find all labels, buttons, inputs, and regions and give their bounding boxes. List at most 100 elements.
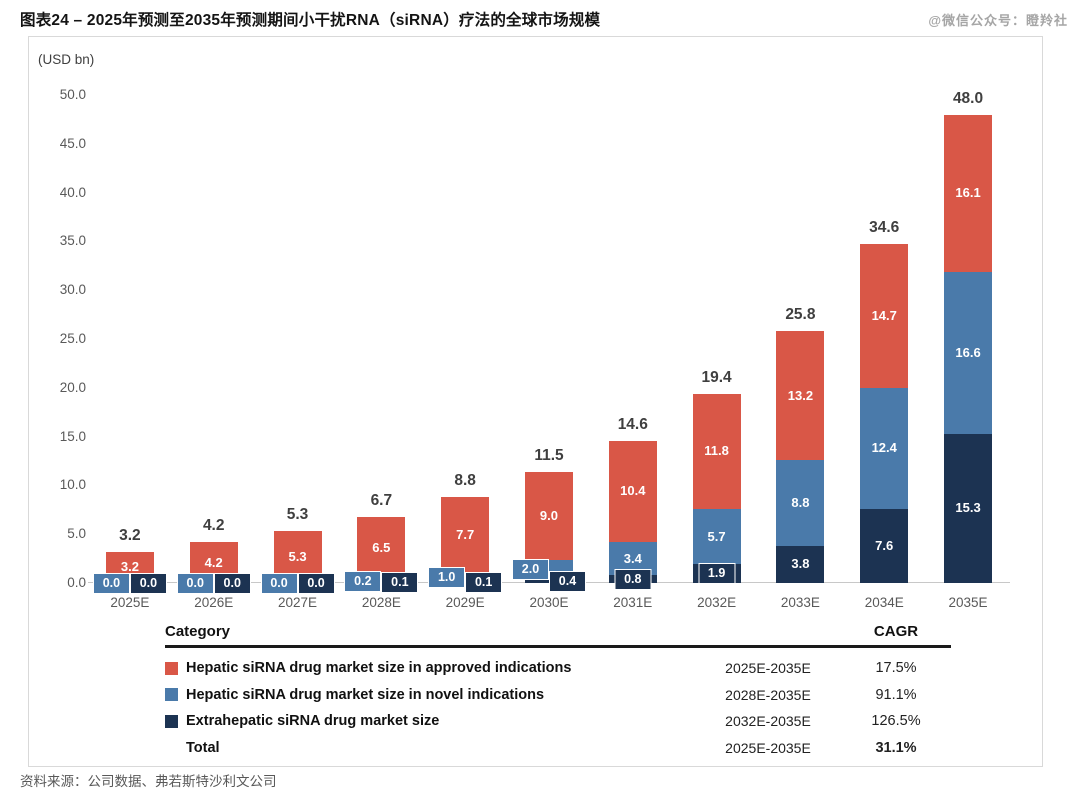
- segment-value-callout: 1.0: [428, 566, 466, 588]
- bar-total-label: 25.8: [785, 306, 816, 324]
- x-axis-category-label: 2026E: [194, 595, 234, 610]
- legend-cagr-value: 17.5%: [875, 660, 917, 677]
- legend-cagr-value: 91.1%: [875, 686, 917, 703]
- legend-row: Hepatic siRNA drug market size in novel …: [165, 682, 951, 709]
- segment-value-callout: 1.9: [698, 563, 736, 585]
- stacked-bar-2035E: 16.1 16.6 15.3: [944, 114, 993, 583]
- segment-2028E-series0: [357, 516, 406, 581]
- legend-period: 2025E-2035E: [725, 739, 811, 756]
- figure-title: 图表24 – 2025年预测至2035年预测期间小干扰RNA（siRNA）疗法的…: [20, 12, 601, 29]
- segment-value-label: 7.7: [456, 526, 475, 542]
- segment-value-label: 5.7: [707, 528, 726, 544]
- y-axis-tick-label: 0.0: [67, 575, 86, 590]
- segment-value-label: 3.2: [120, 559, 139, 575]
- segment-2034E-series2: [860, 508, 909, 583]
- segment-value-callout: 0.0: [176, 572, 214, 594]
- segment-2030E-series0: [524, 471, 573, 560]
- bar-group-2025E: 0.0 0.0 3.2 2025E 3.2: [88, 95, 172, 610]
- bar-total-label: 34.6: [869, 219, 900, 237]
- segment-2034E-series1: [860, 387, 909, 509]
- legend-period: 2025E-2035E: [725, 660, 811, 677]
- bar-group-2035E: 48.0 2035E 16.1 16.6 15.3: [926, 90, 1010, 610]
- segment-value-callout: 0.2: [344, 570, 382, 592]
- segment-value-label: 11.8: [704, 443, 729, 459]
- segment-2033E-series2: [776, 545, 825, 583]
- y-axis-tick-label: 5.0: [67, 526, 86, 542]
- x-axis-category-label: 2031E: [613, 595, 653, 610]
- legend-rows: Hepatic siRNA drug market size in approv…: [165, 655, 951, 761]
- y-axis-unit-label: (USD bn): [38, 52, 95, 67]
- segment-value-callout: 0.0: [213, 572, 251, 594]
- bar-total-label: 4.2: [202, 517, 225, 535]
- bar-total-label: 8.8: [454, 472, 476, 490]
- x-axis-category-label: 2030E: [529, 595, 569, 610]
- x-axis-category-label: 2035E: [948, 595, 988, 610]
- y-axis-tick-label: 40.0: [59, 184, 86, 200]
- legend-row: Extrahepatic siRNA drug market size 2032E…: [165, 708, 951, 735]
- bar-group-2031E: 0.8 14.6 2031E 10.4 3.4: [591, 95, 675, 610]
- legend-category-cell: Total: [165, 740, 695, 756]
- bar-group-2029E: 1.0 0.1 8.8 2029E 7.7: [423, 95, 507, 610]
- y-axis-tick-label: 50.0: [59, 87, 86, 102]
- segment-value-label: 16.6: [955, 344, 981, 360]
- stacked-bar-plot: 0.0 0.0 3.2 2025E 3.2 0.0 0.0 4.2 2026E 4.2 0.0 0.0…: [88, 90, 1010, 610]
- segment-value-label: 13.2: [787, 387, 814, 403]
- wechat-watermark: @微信公众号：瞪羚社: [928, 13, 1068, 28]
- stacked-bar-2031E: 10.4 3.4: [608, 440, 657, 583]
- segment-2035E-series2: [944, 433, 993, 583]
- segment-value-label: 4.2: [204, 554, 223, 570]
- segment-value-callout: 2.0: [511, 558, 549, 580]
- legend-category-cell: Hepatic siRNA drug market size in approv…: [165, 660, 695, 676]
- x-axis-category-label: 2027E: [278, 595, 318, 610]
- segment-value-label: 3.8: [791, 556, 810, 572]
- legend-header-category: Category: [165, 623, 231, 640]
- segment-value-label: 5.3: [288, 549, 307, 565]
- bar-group-2028E: 0.2 0.1 6.7 2028E 6.5: [339, 95, 423, 610]
- segment-value-label: 15.3: [955, 500, 981, 516]
- legend-marker-empty: [165, 741, 178, 754]
- source-note: 资料来源：公司数据、弗若斯特沙利文公司: [20, 774, 277, 789]
- legend-cagr-value: 126.5%: [871, 713, 921, 730]
- legend-category-label: Total: [186, 739, 220, 756]
- segment-2032E-series1: [692, 508, 741, 565]
- segment-2029E-series0: [441, 497, 490, 573]
- bar-group-2030E: 2.0 0.4 11.5 2030E 9.0: [507, 95, 591, 610]
- segment-value-callout: 0.0: [92, 572, 130, 594]
- x-axis-category-label: 2032E: [697, 595, 737, 610]
- segment-value-label: 9.0: [539, 507, 558, 523]
- segment-value-label: 10.4: [620, 483, 646, 499]
- y-axis-tick-label: 45.0: [59, 135, 86, 151]
- legend-cagr-value: 31.1%: [875, 739, 917, 756]
- legend-category-cell: Extrahepatic siRNA drug market size: [165, 713, 695, 729]
- segment-2035E-series0: [944, 114, 993, 272]
- legend-color-marker: [165, 714, 178, 728]
- segment-2033E-series1: [776, 460, 825, 546]
- bar-total-label: 19.4: [701, 368, 732, 386]
- bar-group-2033E: 25.8 2033E 13.2 8.8 3.8: [759, 95, 843, 610]
- legend-row: Total 2025E-2035E 31.1%: [165, 735, 951, 762]
- legend-category-cell: Hepatic siRNA drug market size in novel …: [165, 687, 695, 703]
- bar-group-2027E: 0.0 0.0 5.3 2027E 5.3: [256, 95, 340, 610]
- segment-value-label: 7.6: [875, 537, 894, 553]
- bar-group-2032E: 1.9 19.4 2032E 11.8 5.7: [675, 95, 759, 610]
- y-axis-tick-label: 30.0: [59, 282, 86, 298]
- segment-value-label: 12.4: [871, 440, 897, 456]
- bar-total-label: 6.7: [370, 491, 393, 509]
- bar-group-2026E: 0.0 0.0 4.2 2026E 4.2: [172, 95, 256, 610]
- legend-color-marker: [165, 661, 178, 675]
- y-axis-tick-label: 25.0: [59, 331, 86, 346]
- bar-total-label: 48.0: [952, 89, 984, 107]
- y-axis-tick-label: 15.0: [59, 428, 86, 444]
- segment-2033E-series0: [776, 331, 825, 461]
- bar-total-label: 5.3: [286, 506, 309, 524]
- legend-table: Category CAGR Hepatic siRNA drug market …: [165, 623, 951, 761]
- y-axis-tick-label: 10.0: [59, 477, 86, 493]
- segment-value-label: 14.7: [871, 308, 897, 324]
- stacked-bar-2034E: 14.7 12.4 7.6: [860, 244, 909, 583]
- legend-period: 2028E-2035E: [725, 686, 811, 703]
- x-axis-category-label: 2033E: [780, 595, 820, 610]
- segment-2034E-series0: [860, 244, 909, 388]
- x-axis-category-label: 2028E: [361, 595, 401, 610]
- x-axis-category-label: 2034E: [864, 595, 904, 610]
